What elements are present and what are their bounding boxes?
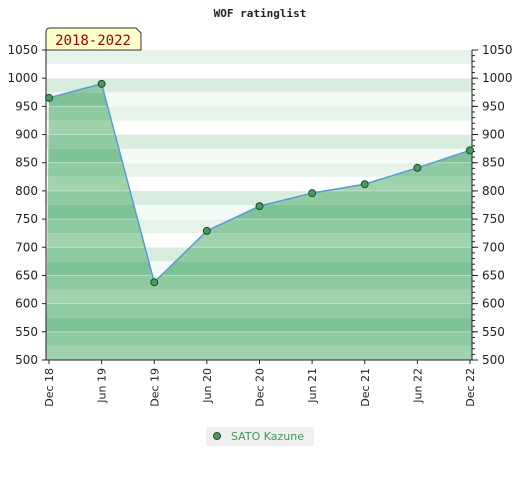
y-tick-label: 850: [15, 156, 38, 170]
y-tick-label: 950: [15, 99, 38, 113]
y-tick-label-right: 1000: [482, 71, 513, 85]
data-point: [308, 189, 317, 198]
y-tick-label-right: 850: [482, 156, 505, 170]
legend-marker: [213, 432, 221, 440]
x-tick-label: Jun 22: [411, 368, 424, 404]
area-fill-band: [46, 247, 472, 262]
data-point: [150, 278, 159, 287]
period-badge: 2018-2022: [45, 27, 142, 51]
background-band: [46, 148, 472, 163]
y-tick-label-right: 950: [482, 99, 505, 113]
y-tick-label-right: 900: [482, 128, 505, 142]
y-tick-label: 800: [15, 184, 38, 198]
legend-label: SATO Kazune: [231, 430, 304, 443]
background-band: [46, 120, 472, 135]
area-fill-band: [46, 289, 472, 304]
y-tick-label-right: 600: [482, 297, 505, 311]
grid-lines: [46, 49, 472, 361]
x-tick-label: Dec 20: [254, 368, 267, 407]
y-tick-label-right: 550: [482, 325, 505, 339]
data-point: [97, 79, 106, 88]
y-tick-label: 700: [15, 240, 38, 254]
area-fill-band: [46, 331, 472, 346]
data-point: [45, 93, 53, 102]
x-tick-label: Jun 19: [96, 368, 109, 404]
legend-box: [206, 427, 314, 446]
background-band: [46, 106, 472, 121]
y-tick-label-right: 500: [482, 353, 505, 367]
y-tick-label: 750: [15, 212, 38, 226]
period-badge-label: 2018-2022: [55, 33, 131, 49]
period-badge-box: [45, 27, 142, 51]
y-tick-label-right: 650: [482, 268, 505, 282]
axes: 500 500 550 550 600 600 650 650 700 700 750 750 800 8…: [7, 43, 512, 407]
y-tick-label: 1000: [7, 71, 38, 85]
background-band: [46, 134, 472, 149]
legend: SATO Kazune: [206, 427, 314, 446]
y-tick-label-right: 750: [482, 212, 505, 226]
x-tick-label: Dec 21: [359, 368, 372, 407]
y-tick-label: 900: [15, 128, 38, 142]
x-tick-label: Dec 19: [148, 368, 161, 407]
x-tick-label: Dec 18: [43, 368, 56, 407]
background-band: [46, 50, 472, 65]
series-layer: [45, 79, 474, 287]
y-tick-label-right: 800: [482, 184, 505, 198]
x-tick-label: Jun 21: [306, 368, 319, 404]
area-fill-band: [46, 303, 472, 318]
area-fill-band: [46, 261, 472, 276]
x-tick-label: Jun 20: [201, 368, 214, 404]
data-point: [413, 163, 422, 172]
background-band: [46, 64, 472, 79]
y-tick-label: 500: [15, 353, 38, 367]
area-fill-band: [46, 345, 472, 360]
y-tick-label: 600: [15, 297, 38, 311]
y-tick-label-right: 700: [482, 240, 505, 254]
data-point: [466, 146, 474, 155]
area-fill-band: [46, 317, 472, 332]
background-band: [46, 78, 472, 93]
y-tick-label: 650: [15, 268, 38, 282]
background-band: [46, 92, 472, 107]
background-band: [46, 162, 472, 177]
area-fill-band: [46, 233, 472, 248]
y-tick-label: 1050: [7, 43, 38, 57]
area-fill-band: [46, 275, 472, 290]
y-tick-label: 550: [15, 325, 38, 339]
data-point: [202, 226, 211, 235]
y-tick-label-right: 1050: [482, 43, 513, 57]
chart-title: WOF ratinglist: [214, 7, 307, 20]
area-fill-band: [46, 219, 472, 234]
data-point: [255, 202, 264, 211]
data-point: [360, 180, 369, 189]
x-tick-label: Dec 22: [464, 368, 477, 407]
